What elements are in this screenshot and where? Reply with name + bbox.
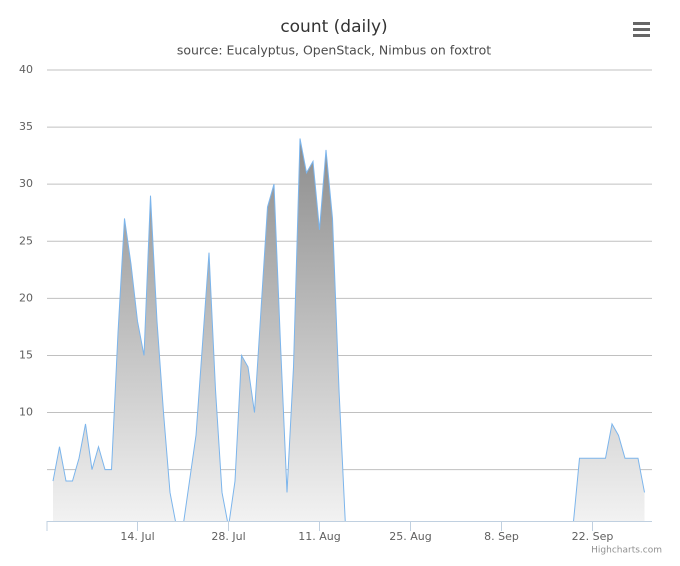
- x-tick-label: 25. Aug: [389, 530, 431, 543]
- plot-area: [52, 138, 645, 521]
- y-tick-label: 25: [19, 234, 33, 247]
- x-tick-label: 8. Sep: [484, 530, 519, 543]
- menu-icon-bar: [633, 28, 650, 31]
- y-tick-label: 20: [19, 291, 33, 304]
- y-tick-label: 35: [19, 120, 33, 133]
- x-tick-label: 22. Sep: [572, 530, 614, 543]
- credits: Highcharts.com: [591, 546, 662, 556]
- area-line: [52, 138, 645, 521]
- x-tick-label: 14. Jul: [120, 530, 154, 543]
- x-tick-label: 11. Aug: [298, 530, 340, 543]
- y-tick-label: 15: [19, 348, 33, 361]
- menu-icon-bar: [633, 22, 650, 25]
- y-tick-label: 10: [19, 406, 33, 419]
- y-tick-label: 40: [19, 63, 33, 76]
- x-tick-label: 28. Jul: [211, 530, 245, 543]
- area-fill: [53, 138, 645, 521]
- menu-icon-bar: [633, 34, 650, 37]
- menu-button[interactable]: [626, 16, 658, 42]
- chart-subtitle: source: Eucalyptus, OpenStack, Nimbus on…: [177, 43, 491, 58]
- y-tick-label: 30: [19, 177, 33, 190]
- chart-title: count (daily): [280, 17, 387, 37]
